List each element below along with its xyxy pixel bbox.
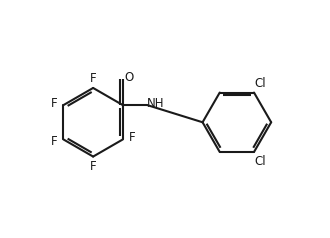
Text: F: F: [51, 97, 57, 110]
Text: NH: NH: [147, 97, 164, 110]
Text: Cl: Cl: [254, 155, 266, 168]
Text: O: O: [125, 71, 134, 84]
Text: F: F: [129, 131, 135, 144]
Text: F: F: [90, 72, 96, 85]
Text: Cl: Cl: [254, 77, 266, 90]
Text: F: F: [51, 134, 57, 148]
Text: F: F: [90, 160, 96, 173]
